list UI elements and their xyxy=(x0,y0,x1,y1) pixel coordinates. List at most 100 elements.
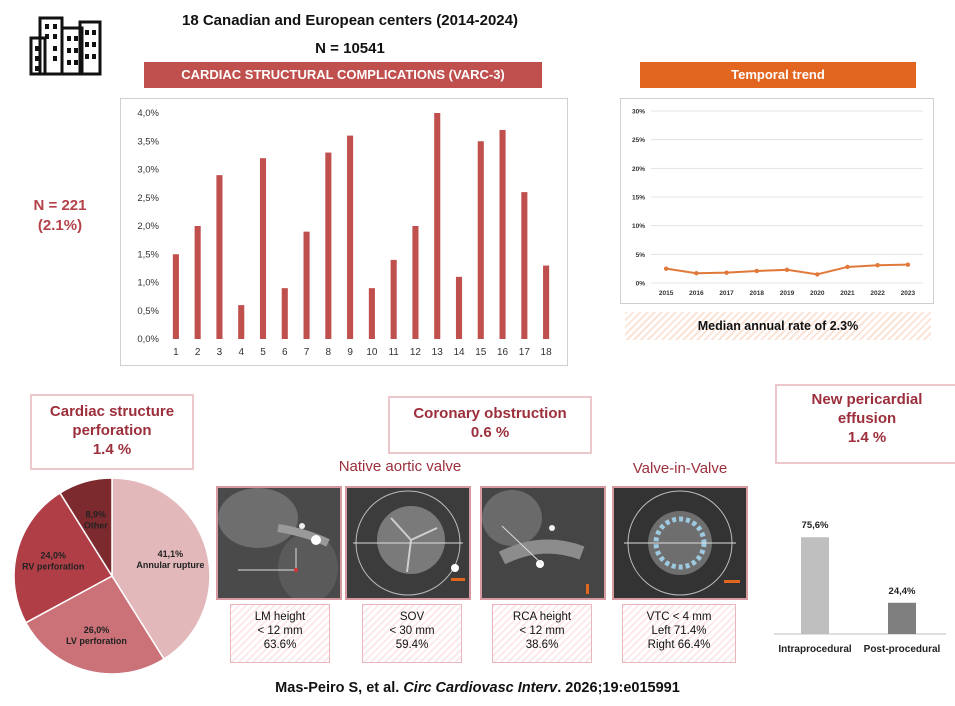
y-tick-label: 2,0% xyxy=(137,221,159,232)
study-title: 18 Canadian and European centers (2014-2… xyxy=(182,12,518,29)
pie-category-label: Other xyxy=(84,520,109,530)
x-tick-label: 13 xyxy=(432,347,444,358)
ct-image-rca xyxy=(480,486,606,600)
x-tick-label: 2017 xyxy=(719,290,734,297)
bar-center-15 xyxy=(477,141,484,339)
x-tick-label: 2015 xyxy=(659,290,674,297)
perforation-title-line2: perforation xyxy=(72,422,152,439)
x-tick-label: 15 xyxy=(475,347,487,358)
study-n-total: N = 10541 xyxy=(315,40,385,57)
x-tick-label: 3 xyxy=(217,347,223,358)
caption-rca-line2: < 12 mm xyxy=(519,625,565,637)
x-tick-label: 7 xyxy=(304,347,310,358)
effusion-title-box: New pericardial effusion 1.4 % xyxy=(775,384,955,464)
ct-scan-lm-graphic xyxy=(218,488,340,598)
bar-center-2 xyxy=(194,226,201,339)
bar-value-label: 24,4% xyxy=(889,586,916,597)
pie-category-label: RV perforation xyxy=(22,562,84,572)
trend-point-2019 xyxy=(784,267,790,273)
ct-image-lm xyxy=(216,486,342,600)
summary-percent: (2.1%) xyxy=(37,217,83,234)
bar-center-9 xyxy=(347,135,354,339)
bar-center-6 xyxy=(281,288,288,339)
citation-authors: Mas-Peiro S, et al. xyxy=(275,680,400,696)
ct-scan-sov-graphic xyxy=(347,488,469,598)
pie-value-label: 41,1% xyxy=(158,549,184,559)
viv-label: Valve-in-Valve xyxy=(632,460,728,477)
trend-chart-frame: 0% 5% 10% 15% 20% 25% 30% 2015 2016 2017 2018 2019 2… xyxy=(620,98,934,304)
trend-point-2021 xyxy=(845,264,850,270)
x-tick-label: 2 xyxy=(195,347,201,358)
y-tick-label: 20% xyxy=(632,166,645,173)
effusion-value: 1.4 % xyxy=(847,429,887,446)
perforation-pie-chart: 41,1%Annular rupture 26,0%LV perforation 2… xyxy=(13,477,211,675)
pie-value-label: 26,0% xyxy=(84,625,110,635)
y-tick-label: 5% xyxy=(636,252,646,259)
trend-point-2018 xyxy=(754,268,759,274)
coronary-title-box: Coronary obstruction 0.6 % xyxy=(388,396,592,454)
bar-center-13 xyxy=(434,113,441,339)
summary-n: N = 221 xyxy=(33,197,87,214)
x-tick-label: 2020 xyxy=(810,290,825,297)
bar-value-label: 75,6% xyxy=(802,520,829,531)
caption-rca-line3: 38.6% xyxy=(525,639,559,651)
citation: Mas-Peiro S, et al. Circ Cardiovasc Inte… xyxy=(0,680,955,696)
native-valve-label: Native aortic valve xyxy=(338,458,462,475)
bar-center-10 xyxy=(368,288,375,339)
y-tick-label: 1,5% xyxy=(137,249,159,260)
bar-center-18 xyxy=(543,265,550,339)
bar-center-3 xyxy=(216,175,223,339)
bar-center-5 xyxy=(259,158,267,339)
y-tick-label: 10% xyxy=(632,223,645,230)
bar-center-11 xyxy=(390,259,397,339)
caption-lm-line2: < 12 mm xyxy=(257,625,303,637)
coronary-title: Coronary obstruction xyxy=(413,405,567,422)
x-tick-label: 8 xyxy=(326,347,332,358)
caption-sov-line1: SOV xyxy=(399,611,425,623)
citation-details: . 2026;19:e015991 xyxy=(557,680,680,696)
caption-viv-line3: Right 66.4% xyxy=(647,639,711,651)
caption-sov-line2: < 30 mm xyxy=(389,625,435,637)
x-tick-label: 18 xyxy=(541,347,553,358)
caption-lm-line1: LM height xyxy=(254,611,306,623)
bar-category-label: Intraprocedural xyxy=(778,644,852,655)
pie-category-label: Annular rupture xyxy=(136,560,204,570)
building-icon xyxy=(29,16,102,76)
bar-center-7 xyxy=(303,231,310,339)
caption-viv-line2: Left 71.4% xyxy=(651,625,707,637)
pie-value-label: 8,9% xyxy=(86,509,107,519)
effusion-bar-chart: 75,6% Intraprocedural 24,4% Post-procedural xyxy=(774,520,946,655)
pie-slice-other xyxy=(58,477,113,579)
pie-slice-rv-perforation xyxy=(13,491,114,624)
perforation-title-box: Cardiac structure perforation 1.4 % xyxy=(30,394,194,470)
x-tick-label: 2018 xyxy=(750,290,765,297)
trend-point-2015 xyxy=(663,266,669,271)
ct-image-viv xyxy=(612,486,748,600)
pie-slice-lv-perforation xyxy=(24,575,166,675)
y-tick-label: 0,0% xyxy=(137,334,159,345)
y-tick-label: 3,0% xyxy=(137,165,159,176)
trend-point-2022 xyxy=(875,263,880,268)
y-tick-label: 1,0% xyxy=(137,278,159,289)
coronary-value: 0.6 % xyxy=(470,424,510,441)
effusion-title-line1: New pericardial xyxy=(811,391,923,408)
ct-scan-rca-graphic xyxy=(482,488,604,598)
citation-journal: Circ Cardiovasc Interv xyxy=(403,680,558,696)
bar-center-12 xyxy=(412,226,419,339)
y-tick-label: 3,5% xyxy=(137,136,159,147)
ct-image-sov xyxy=(345,486,471,600)
caption-viv: VTC < 4 mm Left 71.4% Right 66.4% xyxy=(622,604,736,663)
perforation-value: 1.4 % xyxy=(92,441,132,458)
perforation-title-line1: Cardiac structure xyxy=(49,403,175,420)
y-tick-label: 0,5% xyxy=(137,306,159,317)
bar-center-4 xyxy=(238,305,245,339)
trend-point-2016 xyxy=(694,271,699,276)
bar-center-1 xyxy=(172,254,179,339)
caption-lm-line3: 63.6% xyxy=(263,639,297,651)
trend-line-chart: 0% 5% 10% 15% 20% 25% 30% 2015 2016 2017 2018 2019 2… xyxy=(632,109,923,297)
x-tick-label: 11 xyxy=(388,347,399,358)
y-tick-label: 4,0% xyxy=(137,108,159,119)
y-tick-label: 0% xyxy=(636,281,646,288)
x-tick-label: 12 xyxy=(410,347,422,358)
banner-temporal-trend: Temporal trend xyxy=(640,62,916,88)
